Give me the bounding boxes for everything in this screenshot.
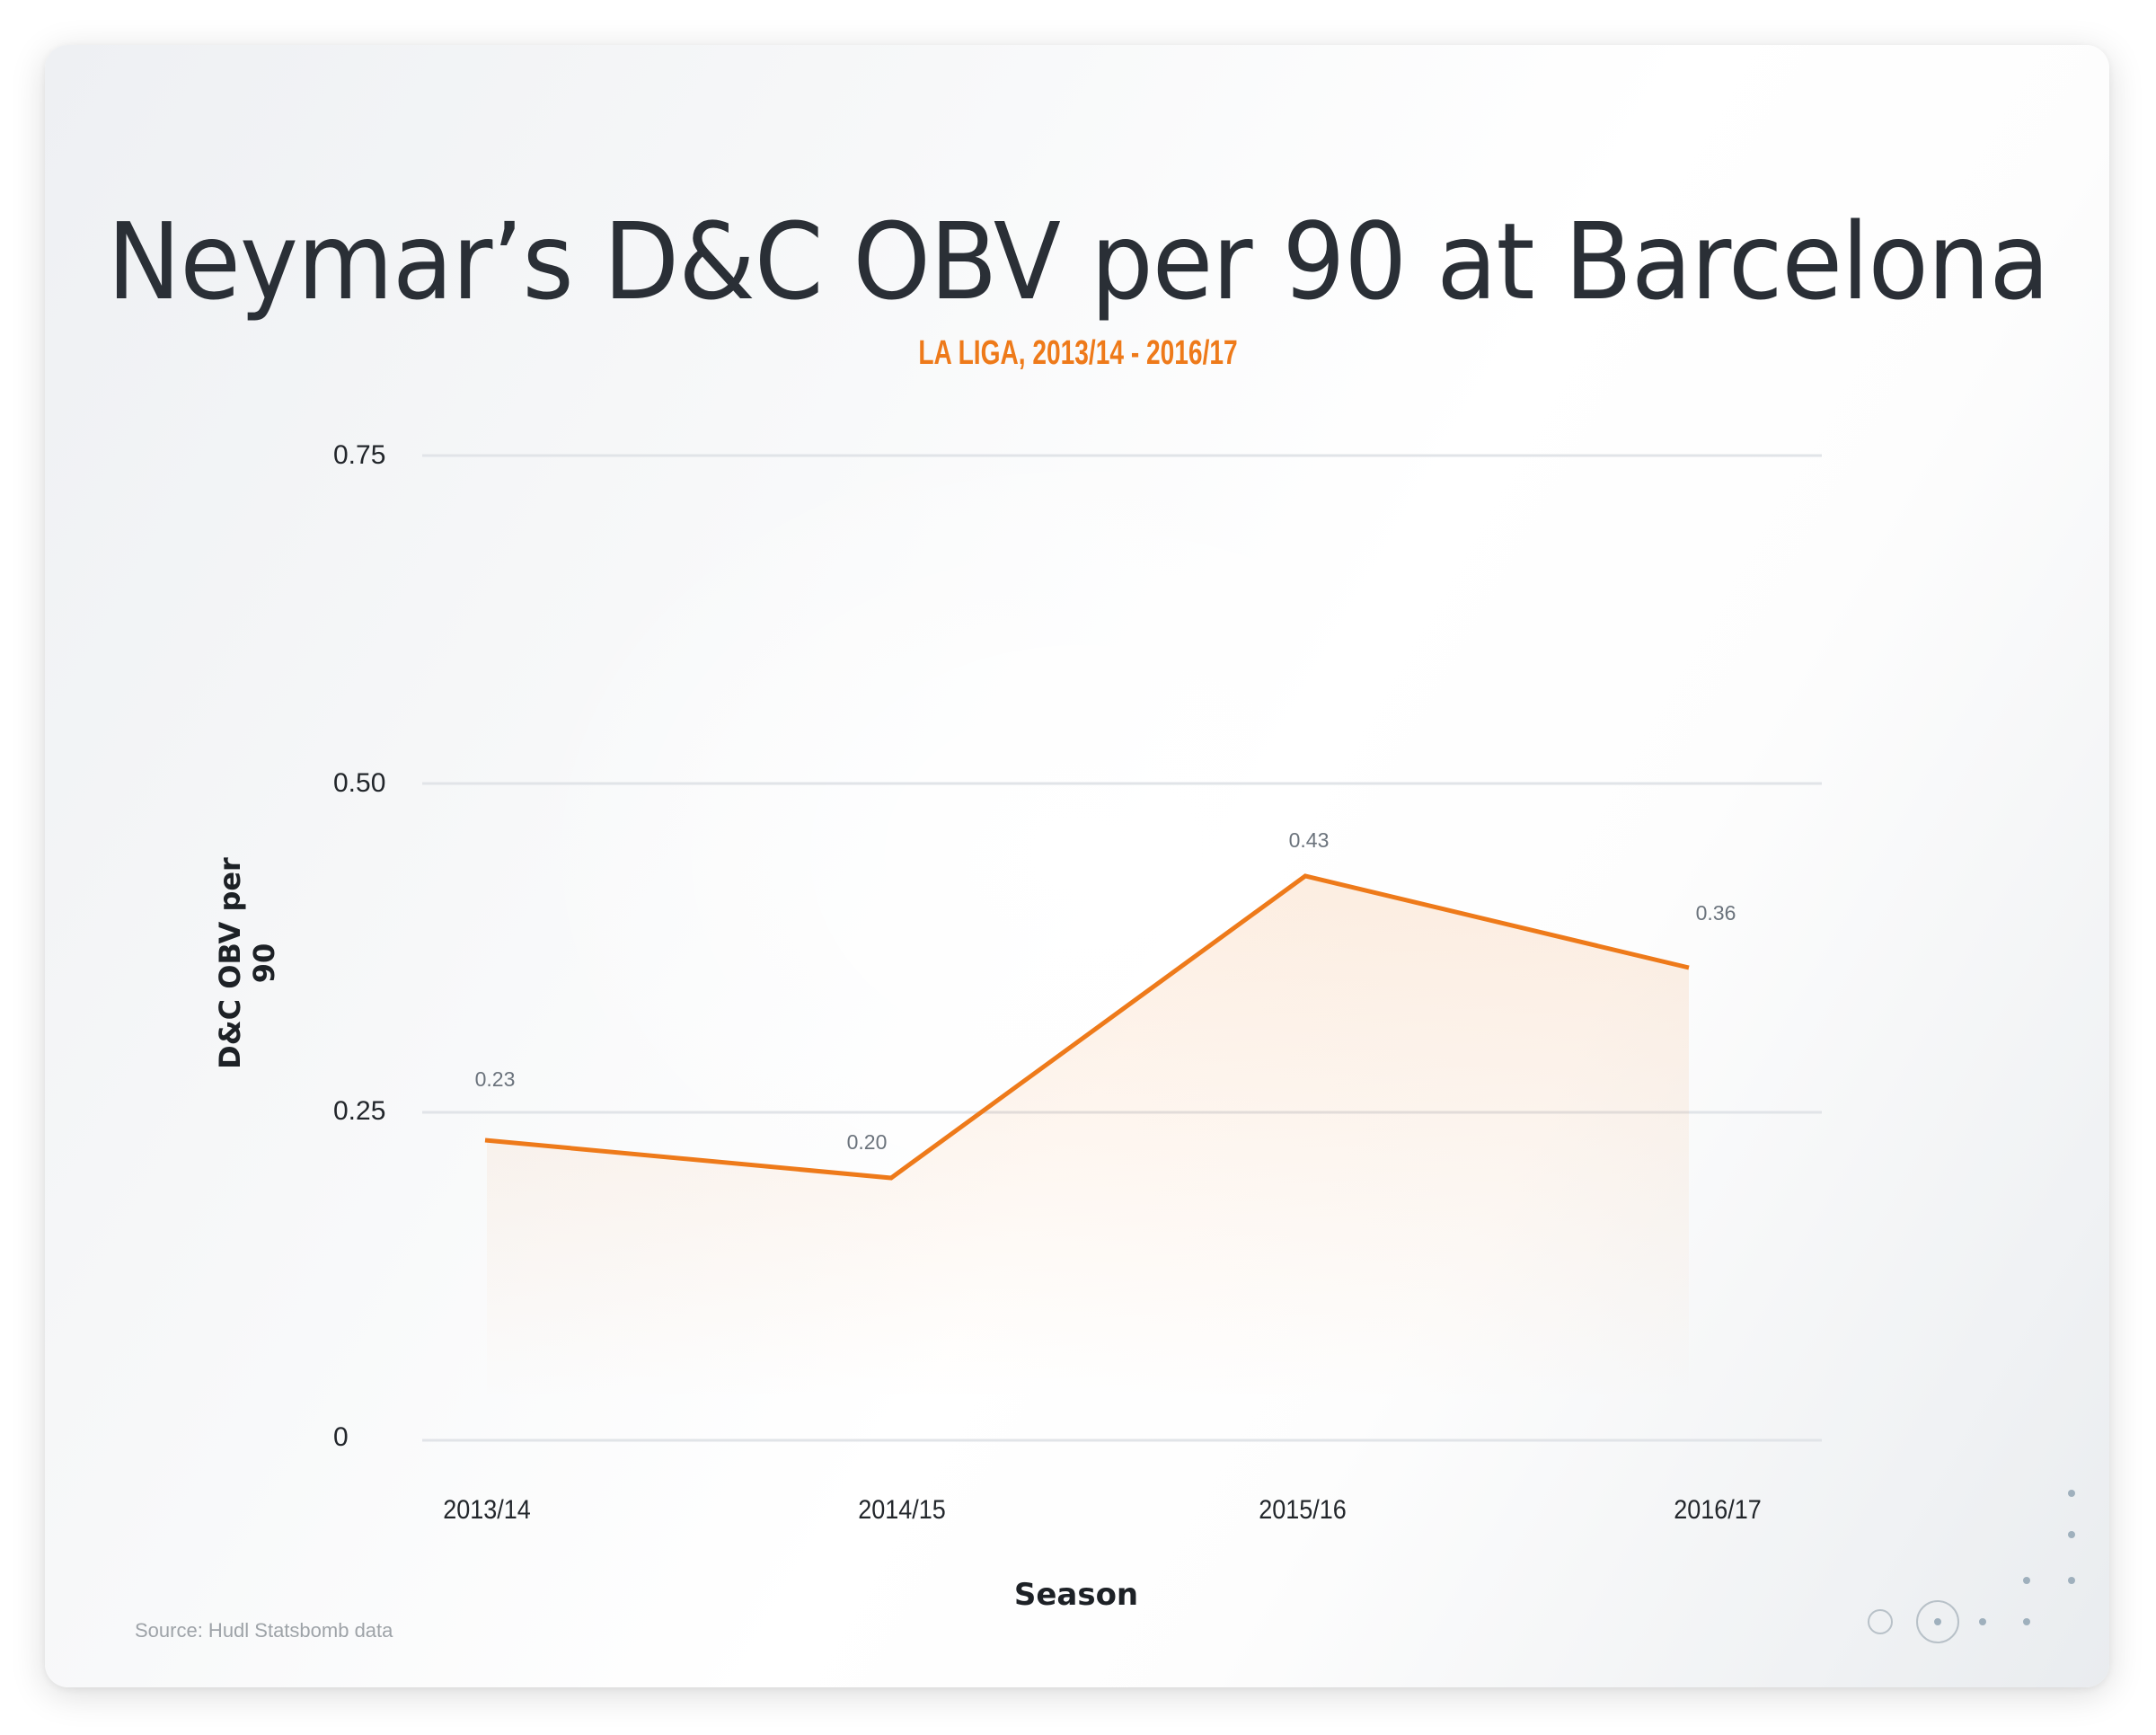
dot-icon <box>2068 1490 2075 1497</box>
x-tick-2015-16: 2015/16 <box>1259 1495 1347 1525</box>
data-line <box>484 873 1690 1181</box>
dot-icon <box>1934 1618 1941 1625</box>
chart-subtitle: LA LIGA, 2013/14 - 2016/17 <box>918 334 1238 372</box>
y-tick-025: 0.25 <box>333 1096 386 1126</box>
dot-icon <box>1979 1618 1986 1625</box>
data-label-2014-15: 0.20 <box>846 1130 888 1154</box>
data-label-2016-17: 0.36 <box>1695 901 1736 925</box>
chart-title: Neymar’s D&C OBV per 90 at Barcelona <box>107 199 2049 323</box>
y-tick-0: 0 <box>333 1422 349 1452</box>
ring-icon-small <box>1868 1609 1893 1634</box>
data-label-2013-14: 0.23 <box>474 1067 516 1091</box>
dot-icon <box>2068 1531 2075 1538</box>
dot-icon <box>2023 1577 2030 1584</box>
x-axis-label: Season <box>1013 1577 1139 1613</box>
x-tick-2013-14: 2013/14 <box>443 1495 531 1525</box>
x-tick-2016-17: 2016/17 <box>1674 1495 1762 1525</box>
x-tick-2014-15: 2014/15 <box>858 1495 946 1525</box>
y-tick-050: 0.50 <box>333 768 386 798</box>
data-label-2015-16: 0.43 <box>1288 828 1330 852</box>
source-note: Source: Hudl Statsbomb data <box>135 1619 393 1642</box>
dot-icon <box>2068 1577 2075 1584</box>
chart-card <box>45 45 2109 1687</box>
ring-icon-large <box>1916 1600 1959 1643</box>
dot-icon <box>2023 1618 2030 1625</box>
y-tick-075: 0.75 <box>333 440 386 470</box>
area-fill <box>487 876 1689 1402</box>
